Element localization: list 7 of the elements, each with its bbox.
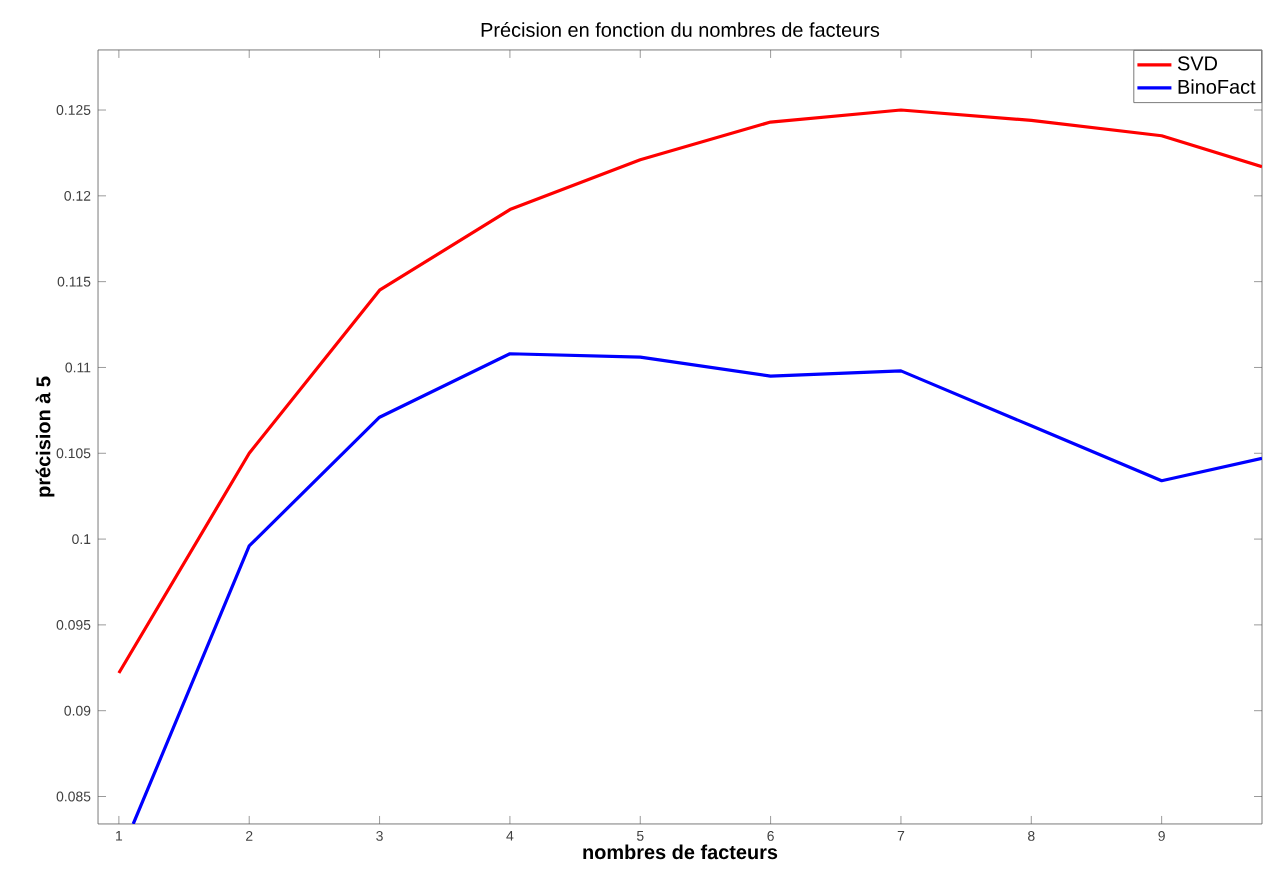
chart-title: Précision en fonction du nombres de facteurs bbox=[481, 22, 880, 37]
x-axis-title: nombres de facteurs bbox=[583, 844, 778, 860]
y-axis-title: précision à 5 bbox=[35, 376, 55, 497]
legend-label: BinoFact bbox=[1178, 79, 1256, 94]
line-series bbox=[117, 108, 1263, 675]
legend-label: SVD bbox=[1177, 56, 1218, 71]
line-series bbox=[131, 352, 1263, 824]
